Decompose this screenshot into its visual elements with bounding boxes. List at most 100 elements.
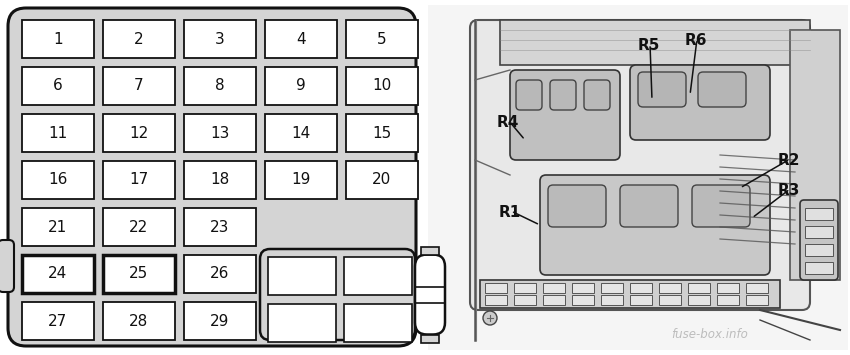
Text: 19: 19	[292, 173, 311, 187]
FancyBboxPatch shape	[8, 8, 416, 346]
Circle shape	[483, 311, 497, 325]
Text: 6: 6	[53, 78, 63, 93]
FancyBboxPatch shape	[638, 72, 686, 107]
FancyBboxPatch shape	[584, 80, 610, 110]
Bar	[421, 246, 439, 255]
Bar	[514, 283, 536, 293]
Bar	[717, 295, 739, 305]
Bar	[630, 283, 652, 293]
Text: R5: R5	[638, 38, 660, 53]
Bar	[103, 20, 175, 58]
Bar	[601, 283, 623, 293]
Bar	[805, 262, 833, 274]
Text: 8: 8	[215, 78, 224, 93]
Bar	[480, 280, 780, 308]
Bar	[268, 304, 336, 342]
Bar	[572, 295, 594, 305]
FancyBboxPatch shape	[698, 72, 746, 107]
Bar	[688, 283, 710, 293]
Text: 17: 17	[129, 173, 149, 187]
Bar	[428, 5, 848, 350]
Bar	[22, 67, 94, 105]
Bar	[265, 114, 337, 152]
FancyBboxPatch shape	[692, 185, 750, 227]
Bar	[265, 161, 337, 199]
FancyBboxPatch shape	[516, 80, 542, 110]
Bar	[688, 295, 710, 305]
Bar	[184, 302, 256, 340]
Bar	[22, 208, 94, 246]
Bar	[805, 244, 833, 256]
FancyBboxPatch shape	[0, 240, 14, 292]
Bar	[805, 226, 833, 238]
Bar	[346, 161, 418, 199]
Text: 7: 7	[134, 78, 144, 93]
Bar	[659, 295, 681, 305]
Bar	[103, 67, 175, 105]
Text: 9: 9	[296, 78, 306, 93]
Bar	[500, 20, 810, 65]
Bar	[22, 255, 94, 293]
Bar	[601, 295, 623, 305]
Text: R2: R2	[778, 153, 801, 168]
Bar	[265, 67, 337, 105]
FancyBboxPatch shape	[470, 20, 810, 310]
Text: 11: 11	[48, 126, 68, 141]
FancyBboxPatch shape	[800, 200, 838, 280]
Text: 27: 27	[48, 313, 68, 328]
Bar	[805, 208, 833, 220]
Text: 13: 13	[210, 126, 230, 141]
Text: 24: 24	[48, 267, 68, 282]
Bar	[265, 20, 337, 58]
Bar	[485, 295, 507, 305]
Bar	[103, 208, 175, 246]
Text: 10: 10	[372, 78, 392, 93]
Bar	[103, 161, 175, 199]
Bar	[717, 283, 739, 293]
Text: R4: R4	[497, 115, 519, 130]
Bar	[572, 283, 594, 293]
Text: 20: 20	[372, 173, 392, 187]
Text: 1: 1	[54, 32, 63, 47]
Bar	[22, 114, 94, 152]
Text: 18: 18	[210, 173, 230, 187]
Bar	[344, 304, 412, 342]
Bar	[790, 30, 840, 280]
Text: R6: R6	[685, 33, 707, 48]
Text: 26: 26	[210, 267, 230, 282]
Bar	[184, 255, 256, 293]
Bar	[543, 295, 565, 305]
Bar	[22, 161, 94, 199]
Bar	[344, 257, 412, 295]
FancyBboxPatch shape	[260, 249, 415, 340]
Bar	[22, 302, 94, 340]
Bar	[346, 114, 418, 152]
Bar	[514, 295, 536, 305]
Bar	[268, 257, 336, 295]
Bar	[746, 283, 768, 293]
Text: 14: 14	[292, 126, 310, 141]
Text: 3: 3	[215, 32, 225, 47]
Bar	[746, 295, 768, 305]
Text: 16: 16	[48, 173, 68, 187]
FancyBboxPatch shape	[630, 65, 770, 140]
Bar	[485, 283, 507, 293]
Text: fuse-box.info: fuse-box.info	[672, 328, 749, 342]
Text: 15: 15	[372, 126, 392, 141]
Text: 2: 2	[134, 32, 144, 47]
Text: 5: 5	[377, 32, 387, 47]
Bar	[421, 334, 439, 343]
FancyBboxPatch shape	[620, 185, 678, 227]
Bar	[659, 283, 681, 293]
Text: 12: 12	[129, 126, 149, 141]
FancyBboxPatch shape	[548, 185, 606, 227]
Bar	[346, 67, 418, 105]
Text: R3: R3	[778, 183, 801, 198]
FancyBboxPatch shape	[510, 70, 620, 160]
Text: 22: 22	[129, 219, 149, 235]
Bar	[630, 295, 652, 305]
FancyBboxPatch shape	[415, 255, 445, 334]
Bar	[22, 20, 94, 58]
Text: 4: 4	[296, 32, 306, 47]
Bar	[103, 302, 175, 340]
